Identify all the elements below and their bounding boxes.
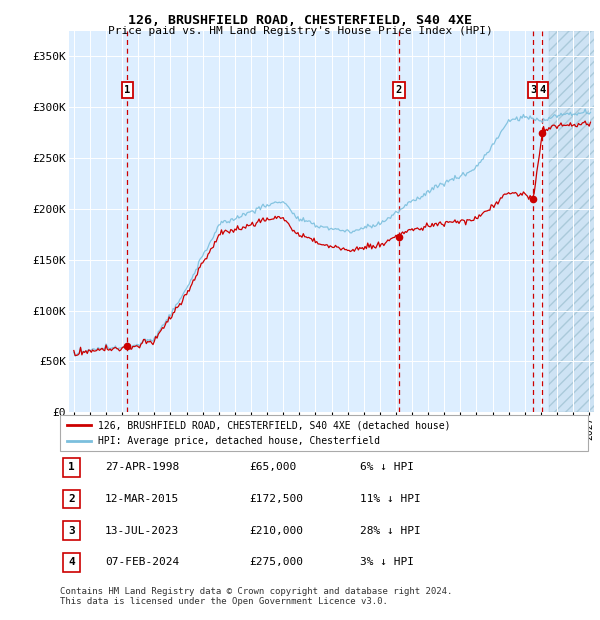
Text: £275,000: £275,000 xyxy=(249,557,303,567)
Bar xyxy=(549,31,597,412)
Text: 6% ↓ HPI: 6% ↓ HPI xyxy=(360,463,414,472)
Text: 3: 3 xyxy=(530,85,536,95)
Text: 126, BRUSHFIELD ROAD, CHESTERFIELD, S40 4XE (detached house): 126, BRUSHFIELD ROAD, CHESTERFIELD, S40 … xyxy=(98,420,451,430)
Text: 07-FEB-2024: 07-FEB-2024 xyxy=(105,557,179,567)
Text: 27-APR-1998: 27-APR-1998 xyxy=(105,463,179,472)
Text: Price paid vs. HM Land Registry's House Price Index (HPI): Price paid vs. HM Land Registry's House … xyxy=(107,26,493,36)
Text: £210,000: £210,000 xyxy=(249,526,303,536)
Text: HPI: Average price, detached house, Chesterfield: HPI: Average price, detached house, Ches… xyxy=(98,436,380,446)
Text: 3: 3 xyxy=(68,526,75,536)
Text: £172,500: £172,500 xyxy=(249,494,303,504)
Text: 3% ↓ HPI: 3% ↓ HPI xyxy=(360,557,414,567)
Text: 12-MAR-2015: 12-MAR-2015 xyxy=(105,494,179,504)
Text: Contains HM Land Registry data © Crown copyright and database right 2024.
This d: Contains HM Land Registry data © Crown c… xyxy=(60,587,452,606)
Text: 1: 1 xyxy=(124,85,130,95)
Text: 2: 2 xyxy=(396,85,402,95)
Text: 28% ↓ HPI: 28% ↓ HPI xyxy=(360,526,421,536)
Text: 2: 2 xyxy=(68,494,75,504)
Text: 1: 1 xyxy=(68,463,75,472)
Text: 126, BRUSHFIELD ROAD, CHESTERFIELD, S40 4XE: 126, BRUSHFIELD ROAD, CHESTERFIELD, S40 … xyxy=(128,14,472,27)
Text: 4: 4 xyxy=(539,85,545,95)
Text: 4: 4 xyxy=(68,557,75,567)
Text: 13-JUL-2023: 13-JUL-2023 xyxy=(105,526,179,536)
Text: £65,000: £65,000 xyxy=(249,463,296,472)
Text: 11% ↓ HPI: 11% ↓ HPI xyxy=(360,494,421,504)
